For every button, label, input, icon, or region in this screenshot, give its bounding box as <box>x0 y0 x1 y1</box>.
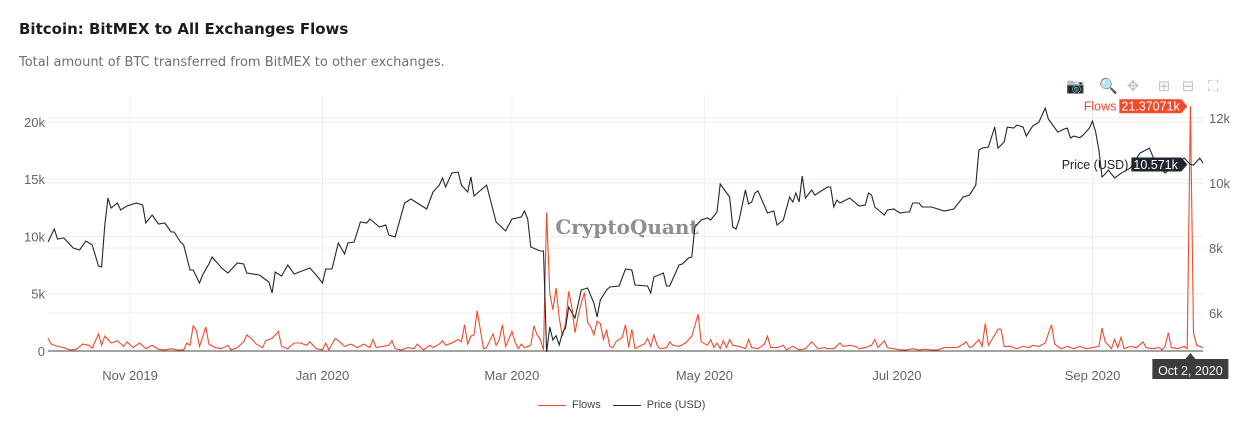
hover-date-box <box>1152 353 1229 379</box>
hover-price-name: Price (USD) <box>1062 158 1129 172</box>
hover-flows-value: 21.37071k <box>1121 100 1180 114</box>
legend-swatch-price <box>612 404 641 406</box>
hover-price-value: 10.571k <box>1133 158 1178 172</box>
x-tick-label: Sep 2020 <box>1065 368 1121 383</box>
hover-flows-box <box>1119 99 1188 114</box>
zoom-out-icon[interactable]: ⊟ <box>1181 77 1195 95</box>
series-line-price <box>47 106 1204 353</box>
legend-swatch-flows <box>538 404 566 406</box>
legend-item-flows[interactable]: Flows <box>538 399 601 411</box>
legend-label-price: Price (USD) <box>646 399 706 411</box>
legend-item-price[interactable]: Price (USD) <box>612 399 706 411</box>
legend: Flows Price (USD) <box>538 399 705 411</box>
y-right-tick-label: 10k <box>1209 176 1230 191</box>
hover-date-label: Oct 2, 2020 <box>1158 364 1223 378</box>
y-left-tick-label: 0 <box>38 344 45 359</box>
autoscale-icon[interactable]: ⛶ <box>1207 77 1219 95</box>
hover-flows-name: Flows <box>1084 100 1117 114</box>
y-left-tick-label: 20k <box>24 115 45 130</box>
y-left-tick-label: 15k <box>24 172 45 187</box>
modebar: 📷 🔍 ✥ ⊞ ⊟ ⛶ <box>1066 77 1226 97</box>
y-right-tick-label: 6k <box>1209 306 1223 321</box>
y-left-tick-label: 10k <box>24 229 45 244</box>
x-tick-label: Nov 2019 <box>102 368 158 383</box>
x-tick-label: May 2020 <box>676 368 733 383</box>
chart-title: Bitcoin: BitMEX to All Exchanges Flows <box>19 20 349 38</box>
watermark: CryptoQuant <box>555 215 699 239</box>
chart-subtitle: Total amount of BTC transferred from Bit… <box>19 55 445 70</box>
hover-price-box <box>1131 157 1188 172</box>
camera-icon[interactable]: 📷 <box>1066 77 1085 95</box>
x-tick-label: Mar 2020 <box>484 368 539 383</box>
y-right-tick-label: 12k <box>1209 111 1230 126</box>
x-tick-label: Jan 2020 <box>296 368 350 383</box>
zoom-icon[interactable]: 🔍 <box>1099 77 1118 95</box>
pan-icon[interactable]: ✥ <box>1126 77 1140 95</box>
y-right-tick-label: 8k <box>1209 241 1223 256</box>
series-line-flows <box>47 106 1204 352</box>
zoom-in-icon[interactable]: ⊞ <box>1157 77 1171 95</box>
legend-label-flows: Flows <box>572 399 601 411</box>
x-tick-label: Jul 2020 <box>872 368 921 383</box>
y-left-tick-label: 5k <box>31 287 45 302</box>
